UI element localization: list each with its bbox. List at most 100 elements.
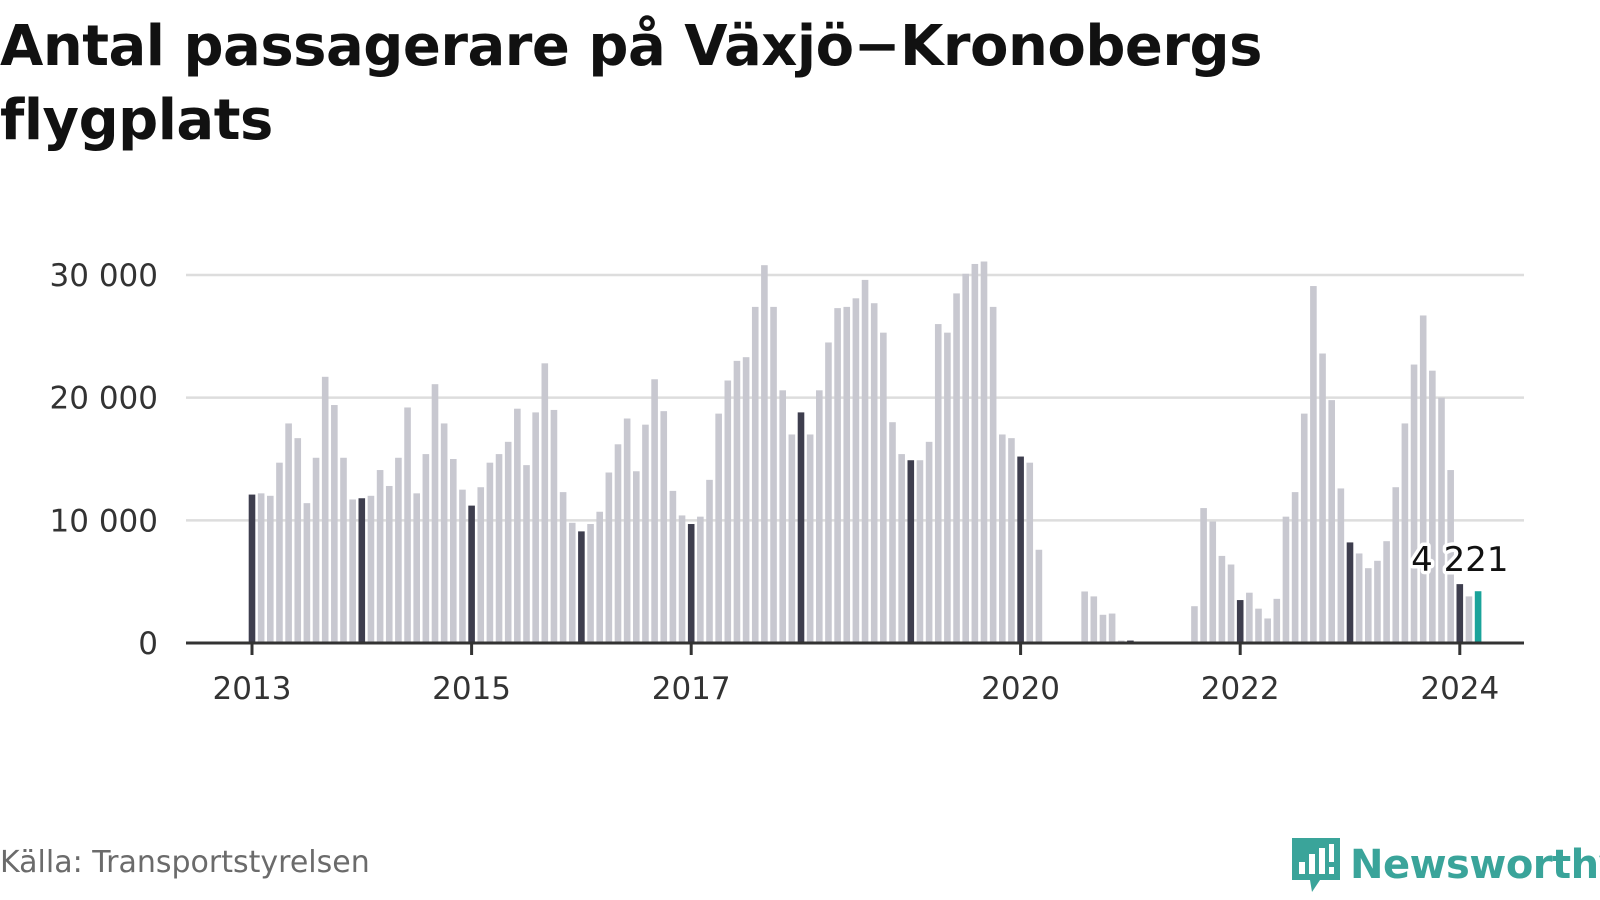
bar [1099,614,1107,643]
bar [852,298,860,643]
bar [340,457,347,643]
bar [1273,598,1281,643]
source-note: Källa: Transportstyrelsen [0,845,370,880]
bar-january [1456,584,1464,643]
bar [1300,413,1308,643]
bar [404,407,411,643]
bar [614,444,622,643]
bar [312,457,320,643]
bar [733,360,741,643]
bar [486,462,494,643]
bars [248,261,1482,643]
bar [706,479,713,643]
bar [349,499,356,643]
bar [770,306,777,643]
bar [440,423,448,643]
chart-title: Antal passagerare på Växjö−Kronobergs fl… [0,14,1262,153]
bar [1355,553,1363,643]
bar [285,423,292,643]
bar [413,493,420,643]
bar [596,511,603,643]
bar [459,489,466,643]
x-tick-label: 2024 [1420,671,1499,707]
brand[interactable]: Newsworthy [1290,836,1600,894]
bar [514,408,521,643]
bar [1209,521,1217,643]
bar [1429,370,1436,643]
bar-january [1236,600,1244,643]
bar [568,522,576,643]
x-tick-label: 2013 [213,671,292,707]
bar [331,405,338,643]
bar-january [248,494,256,643]
bar [834,308,841,643]
bar [779,390,786,643]
x-tick-label: 2022 [1201,671,1280,707]
bar [962,273,969,643]
bar [1438,397,1445,643]
bar-january [1346,542,1354,643]
bar [934,324,942,643]
bar [367,495,375,643]
bar [742,357,750,643]
bar [1447,470,1454,643]
x-tick-label: 2017 [652,671,731,707]
axes: 0 10 000 20 000 30 000 2013 2015 2017 2020 2022 2… [50,258,1524,707]
bar [303,503,311,643]
x-tick-label: 2020 [981,671,1060,707]
bar-january [687,524,695,643]
bar [1008,438,1015,643]
bar [806,434,814,643]
bar [724,380,732,643]
bar [633,471,640,643]
annotations: 4 221 [1408,537,1512,584]
bar [669,490,677,643]
bar [971,263,979,643]
bar [1291,492,1299,643]
bar [697,516,704,643]
bar [1319,353,1326,643]
bar [1337,488,1345,643]
bar [1383,541,1390,643]
bar [605,472,613,643]
bar [1401,423,1409,643]
bar [861,279,869,643]
bar [944,332,951,643]
bar [989,306,997,643]
bar [257,493,265,643]
bar [925,441,933,643]
bar [276,462,283,643]
bar [651,379,658,643]
bar [1264,618,1271,643]
bar [788,434,796,643]
bar-january [907,460,915,643]
bar [880,332,887,643]
bar [1081,591,1088,643]
bar [916,460,924,643]
bar-january [578,531,585,643]
bar [431,384,439,643]
bar [1200,508,1207,643]
bar [523,465,530,643]
bar [715,413,722,643]
newsworthy-logo-icon [1292,838,1340,892]
y-tick-label: 30 000 [50,258,158,294]
latest-value-label: 4 221 [1411,540,1508,580]
brand-name: Newsworthy [1350,842,1600,888]
bar [1035,549,1043,643]
bar [1191,606,1198,643]
bar [321,376,329,643]
y-tick-label: 10 000 [50,503,158,539]
bar [751,306,759,643]
y-tick-label: 0 [138,626,158,662]
bar [1410,364,1418,643]
bar [294,438,302,643]
bar [267,495,274,643]
bar [660,411,668,643]
bar [1255,608,1262,643]
bar [559,492,567,643]
bar [870,303,878,643]
bar [1246,592,1253,643]
bar [587,524,594,643]
bar [825,342,832,643]
